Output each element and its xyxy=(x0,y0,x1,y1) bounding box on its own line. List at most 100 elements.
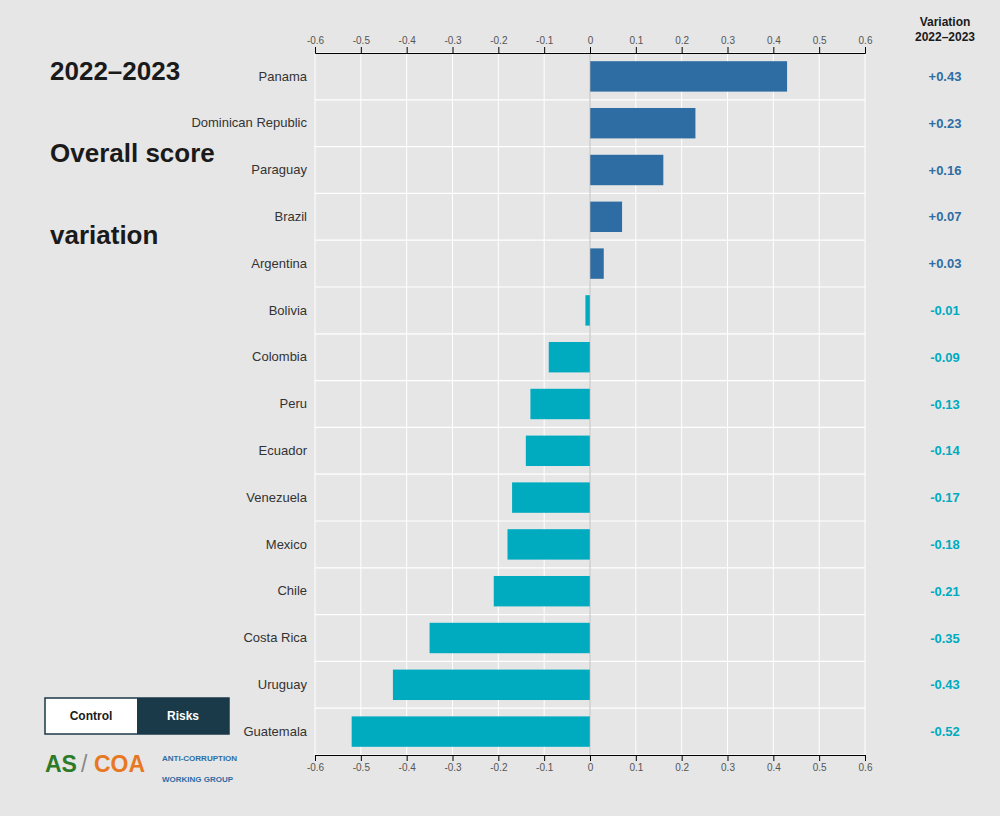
bar xyxy=(512,482,590,512)
x-tick-label: -0.1 xyxy=(536,762,554,773)
x-tick-mark xyxy=(682,755,683,761)
x-tick-mark xyxy=(636,755,637,761)
x-tick: -0.5 xyxy=(353,755,371,773)
y-tick: Venezuela xyxy=(246,490,315,505)
x-axis-line xyxy=(316,756,866,762)
x-tick-label: -0.3 xyxy=(444,35,462,46)
x-tick-label: -0.5 xyxy=(353,35,371,46)
chart: -0.6-0.5-0.4-0.3-0.2-0.100.10.20.30.40.5… xyxy=(0,0,1000,816)
background xyxy=(0,0,1000,816)
grid xyxy=(315,53,865,755)
title: 2022–2023 Overall score variation xyxy=(50,56,215,250)
bar xyxy=(526,436,590,466)
data-label: -0.09 xyxy=(930,350,960,365)
data-label: -0.18 xyxy=(930,537,960,552)
bar xyxy=(549,342,590,372)
data-label: +0.23 xyxy=(929,116,962,131)
bar xyxy=(393,670,590,700)
bar xyxy=(352,716,590,746)
grid-line xyxy=(819,53,820,755)
x-tick: 0.6 xyxy=(859,755,873,773)
bar xyxy=(508,529,591,559)
data-label: -0.13 xyxy=(930,397,960,412)
y-tick: Costa Rica xyxy=(243,630,315,645)
data-labels: +0.43+0.23+0.16+0.07+0.03-0.01-0.09-0.13… xyxy=(929,69,962,739)
x-tick-mark xyxy=(453,755,454,761)
x-tick: -0.4 xyxy=(399,755,417,773)
logo-text: AS xyxy=(45,751,77,777)
x-tick-mark xyxy=(361,755,362,761)
y-tick-label: Argentina xyxy=(251,256,307,271)
x-tick-label: 0.6 xyxy=(859,762,873,773)
column-header-line: Variation xyxy=(920,15,971,29)
title-line: Overall score xyxy=(50,138,215,168)
x-tick-label: -0.6 xyxy=(307,762,325,773)
y-tick-label: Guatemala xyxy=(243,724,307,739)
y-tick: Ecuador xyxy=(259,443,315,458)
x-axis: -0.6-0.5-0.4-0.3-0.2-0.100.10.20.30.40.5… xyxy=(307,35,873,54)
data-label: -0.35 xyxy=(930,631,960,646)
x-tick: 0.1 xyxy=(629,35,643,53)
bars xyxy=(352,61,787,747)
logo-ascoa: AS/COAANTI-CORRUPTIONWORKING GROUP xyxy=(45,751,237,784)
x-tick: 0.2 xyxy=(675,755,689,773)
y-tick: Uruguay xyxy=(258,677,315,692)
y-tick-label: Chile xyxy=(277,583,307,598)
x-tick-label: 0.1 xyxy=(629,762,643,773)
x-tick-mark xyxy=(498,755,499,761)
data-label: +0.16 xyxy=(929,163,962,178)
title-line: 2022–2023 xyxy=(50,56,180,86)
x-axis: -0.6-0.5-0.4-0.3-0.2-0.100.10.20.30.40.5… xyxy=(307,755,873,773)
data-label: +0.43 xyxy=(929,69,962,84)
x-tick-mark xyxy=(773,47,774,53)
x-tick: 0.4 xyxy=(767,35,781,53)
y-tick: Colombia xyxy=(252,349,315,364)
logo-text: COA xyxy=(94,751,145,777)
y-tick: Brazil xyxy=(274,209,315,224)
data-label: +0.03 xyxy=(929,256,962,271)
y-tick: Peru xyxy=(280,396,315,411)
x-axis-line xyxy=(316,47,866,54)
data-label: +0.07 xyxy=(929,209,962,224)
data-label: -0.52 xyxy=(930,724,960,739)
x-tick-label: 0.6 xyxy=(859,35,873,46)
x-tick-mark xyxy=(865,47,866,53)
x-tick: -0.5 xyxy=(353,35,371,53)
title-line: variation xyxy=(50,220,158,250)
x-tick-mark xyxy=(728,755,729,761)
x-tick: -0.1 xyxy=(536,35,554,53)
logo-text: ANTI-CORRUPTION xyxy=(162,754,237,763)
y-tick-label: Brazil xyxy=(274,209,307,224)
x-tick-label: -0.6 xyxy=(307,35,325,46)
y-tick-label: Ecuador xyxy=(259,443,308,458)
x-tick-mark xyxy=(453,47,454,53)
x-tick: 0.5 xyxy=(813,755,827,773)
x-tick-mark xyxy=(865,755,866,761)
x-tick: -0.1 xyxy=(536,755,554,773)
bar xyxy=(590,248,604,278)
x-tick-mark xyxy=(544,47,545,53)
y-tick-label: Uruguay xyxy=(258,677,308,692)
x-tick-label: 0.5 xyxy=(813,762,827,773)
x-tick: 0.3 xyxy=(721,35,735,53)
x-tick-mark xyxy=(498,47,499,53)
x-tick: -0.2 xyxy=(490,35,508,53)
bar xyxy=(590,202,622,232)
x-tick-mark xyxy=(636,47,637,53)
x-tick-mark xyxy=(407,755,408,761)
data-label: -0.21 xyxy=(930,584,960,599)
y-tick: Argentina xyxy=(251,256,315,271)
logo-box xyxy=(45,698,229,734)
bar xyxy=(430,623,590,653)
bar xyxy=(585,295,590,325)
logo-text: WORKING GROUP xyxy=(162,775,234,784)
y-tick-label: Colombia xyxy=(252,349,308,364)
x-tick-label: 0.2 xyxy=(675,35,689,46)
logo-control-risks: ControlRisks xyxy=(45,698,229,734)
x-tick: 0.1 xyxy=(629,755,643,773)
x-tick-label: -0.1 xyxy=(536,35,554,46)
x-tick-mark xyxy=(819,47,820,53)
x-tick-mark xyxy=(407,47,408,53)
column-header: Variation2022–2023 xyxy=(915,15,975,44)
y-tick: Guatemala xyxy=(243,724,315,739)
